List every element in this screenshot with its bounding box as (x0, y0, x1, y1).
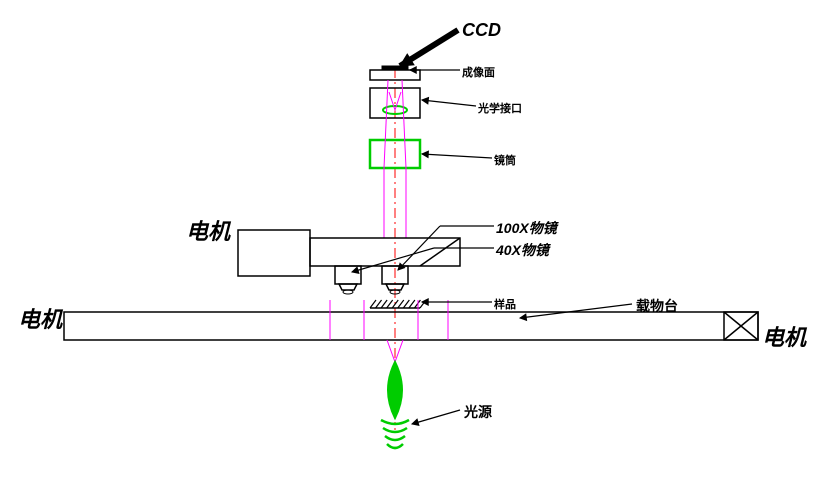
label-sample: 样品 (494, 296, 516, 312)
diagram-canvas (0, 0, 830, 503)
label-ccd: CCD (462, 20, 501, 41)
label-motor-top: 电机 (186, 214, 230, 246)
label-motor-right: 电机 (762, 320, 806, 352)
label-optical-port: 光学接口 (478, 100, 522, 116)
label-obj40: 40X物镜 (496, 240, 549, 260)
label-stage: 载物台 (636, 296, 678, 316)
label-light: 光源 (464, 402, 492, 422)
label-tube: 镜筒 (494, 152, 516, 168)
label-image-plane: 成像面 (462, 64, 495, 80)
label-motor-left: 电机 (18, 302, 62, 334)
label-obj100: 100X物镜 (496, 218, 557, 238)
